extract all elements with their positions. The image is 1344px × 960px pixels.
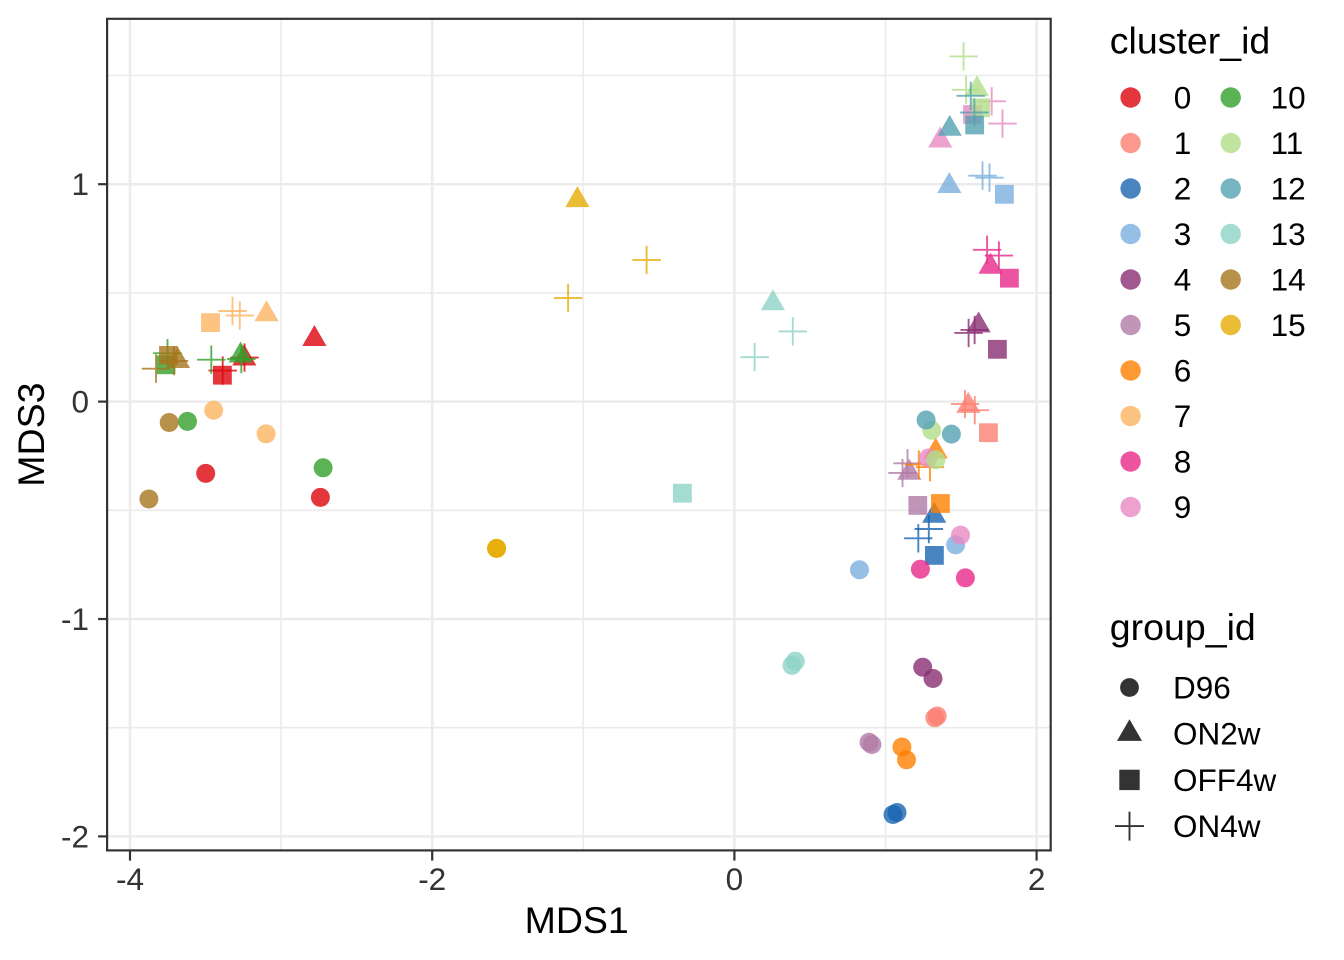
svg-text:-4: -4 xyxy=(116,861,144,897)
svg-text:3: 3 xyxy=(1174,216,1192,252)
svg-text:-2: -2 xyxy=(61,818,89,854)
svg-text:group_id: group_id xyxy=(1110,606,1256,648)
svg-text:-1: -1 xyxy=(61,601,89,637)
svg-text:0: 0 xyxy=(726,861,744,897)
svg-text:0: 0 xyxy=(1174,80,1192,116)
svg-text:2: 2 xyxy=(1028,861,1046,897)
svg-text:4: 4 xyxy=(1174,262,1192,298)
svg-text:7: 7 xyxy=(1174,398,1192,434)
svg-text:12: 12 xyxy=(1271,171,1306,207)
svg-text:cluster_id: cluster_id xyxy=(1110,20,1271,62)
svg-text:9: 9 xyxy=(1174,489,1192,525)
svg-text:ON2w: ON2w xyxy=(1173,716,1261,752)
svg-text:13: 13 xyxy=(1271,216,1306,252)
svg-text:OFF4w: OFF4w xyxy=(1173,762,1277,798)
svg-text:ON4w: ON4w xyxy=(1173,808,1261,844)
svg-text:1: 1 xyxy=(71,166,89,202)
svg-text:2: 2 xyxy=(1174,171,1192,207)
svg-text:-2: -2 xyxy=(418,861,446,897)
svg-text:MDS1: MDS1 xyxy=(525,899,629,941)
svg-text:10: 10 xyxy=(1271,80,1306,116)
svg-text:8: 8 xyxy=(1174,444,1192,480)
svg-text:0: 0 xyxy=(71,384,89,420)
svg-text:1: 1 xyxy=(1174,125,1192,161)
svg-text:15: 15 xyxy=(1271,307,1306,343)
svg-text:11: 11 xyxy=(1271,125,1304,161)
svg-text:MDS3: MDS3 xyxy=(10,383,52,487)
svg-text:6: 6 xyxy=(1174,353,1192,389)
svg-text:5: 5 xyxy=(1174,307,1192,343)
svg-text:D96: D96 xyxy=(1173,670,1231,706)
svg-text:14: 14 xyxy=(1271,262,1306,298)
